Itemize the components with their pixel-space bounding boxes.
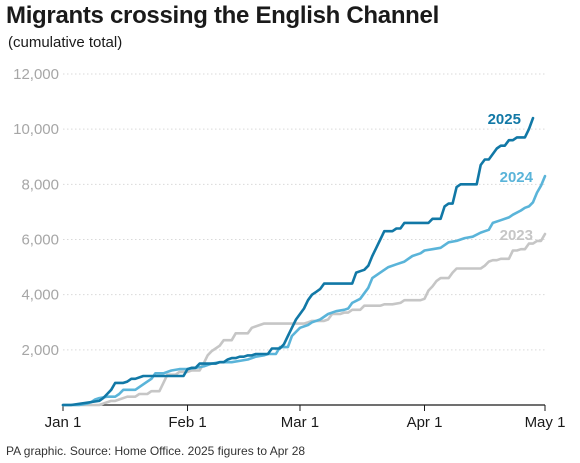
y-axis-ticks: 2,000 4,000 6,000 8,000 10,000 12,000 xyxy=(13,66,59,359)
x-tick-label: May 1 xyxy=(525,414,566,431)
gridlines xyxy=(63,73,545,351)
source-note: PA graphic. Source: Home Office. 2025 fi… xyxy=(6,444,306,458)
line-chart: 2,000 4,000 6,000 8,000 10,000 12,000 Jan 1 Fe… xyxy=(13,66,566,431)
series-labels: 2023 2024 2025 xyxy=(488,111,534,244)
chart-subtitle: (cumulative total) xyxy=(8,34,123,51)
series-line-2023 xyxy=(61,232,547,407)
series-label-2023: 2023 xyxy=(500,227,533,244)
x-tick-label: Feb 1 xyxy=(168,414,206,431)
x-tick-label: Jan 1 xyxy=(45,414,82,431)
y-tick-label: 8,000 xyxy=(21,176,59,193)
x-axis: Jan 1 Feb 1 Mar 1 Apr 1 May 1 xyxy=(45,404,566,431)
y-tick-label: 6,000 xyxy=(21,232,59,249)
x-tick-label: Apr 1 xyxy=(407,414,443,431)
series-label-2024: 2024 xyxy=(500,169,534,186)
y-tick-label: 4,000 xyxy=(21,287,59,304)
x-tick-label: Mar 1 xyxy=(281,414,319,431)
series-label-2025: 2025 xyxy=(488,111,521,128)
chart-title: Migrants crossing the English Channel xyxy=(6,2,439,29)
series-line-2024 xyxy=(61,174,547,407)
series-lines xyxy=(61,116,547,407)
y-tick-label: 2,000 xyxy=(21,342,59,359)
y-tick-label: 12,000 xyxy=(13,66,59,83)
series-line-2025 xyxy=(61,116,535,407)
y-tick-label: 10,000 xyxy=(13,121,59,138)
